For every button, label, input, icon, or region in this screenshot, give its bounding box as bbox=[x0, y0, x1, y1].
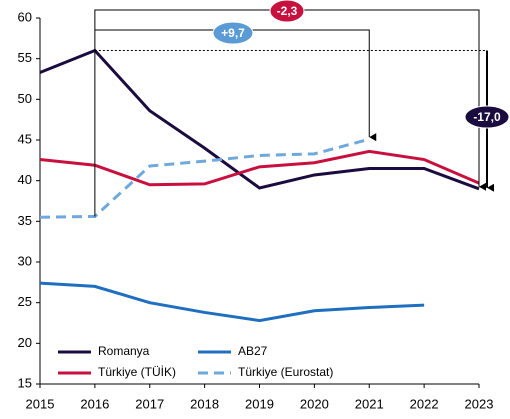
x-tick-label: 2021 bbox=[355, 396, 384, 411]
y-tick-label: 35 bbox=[18, 213, 32, 228]
y-tick-label: 30 bbox=[18, 253, 32, 268]
legend-label: Romanya bbox=[98, 344, 150, 358]
y-tick-label: 50 bbox=[18, 91, 32, 106]
legend-label: Türkiye (Eurostat) bbox=[238, 365, 333, 379]
series-line bbox=[39, 281, 425, 323]
y-tick-label: 60 bbox=[18, 9, 32, 24]
x-tick-label: 2023 bbox=[465, 396, 494, 411]
annotation-bubble bbox=[212, 21, 254, 45]
x-tick-label: 2017 bbox=[135, 396, 164, 411]
x-tick-label: 2016 bbox=[80, 396, 109, 411]
series-line bbox=[39, 149, 480, 187]
annotation: +9,7 bbox=[221, 26, 245, 40]
annotation-bubble bbox=[464, 105, 510, 129]
y-tick-label: 20 bbox=[18, 335, 32, 350]
y-tick-label: 55 bbox=[18, 50, 32, 65]
annotation: -17,0 bbox=[473, 110, 501, 124]
annotation: -2,3 bbox=[277, 4, 298, 18]
x-tick-label: 2022 bbox=[410, 396, 439, 411]
series-line bbox=[39, 137, 370, 219]
annotation-bubble bbox=[269, 0, 305, 23]
series-line bbox=[39, 48, 480, 191]
y-tick-label: 40 bbox=[18, 172, 32, 187]
x-tick-label: 2018 bbox=[190, 396, 219, 411]
x-tick-label: 2019 bbox=[245, 396, 274, 411]
x-tick-label: 2015 bbox=[26, 396, 55, 411]
y-tick-label: 45 bbox=[18, 131, 32, 146]
x-tick-label: 2020 bbox=[300, 396, 329, 411]
bracket bbox=[94, 29, 377, 142]
legend-label: AB27 bbox=[238, 344, 268, 358]
y-tick-label: 15 bbox=[18, 375, 32, 390]
y-tick-label: 25 bbox=[18, 294, 32, 309]
legend-label: Türkiye (TÜİK) bbox=[98, 365, 176, 379]
